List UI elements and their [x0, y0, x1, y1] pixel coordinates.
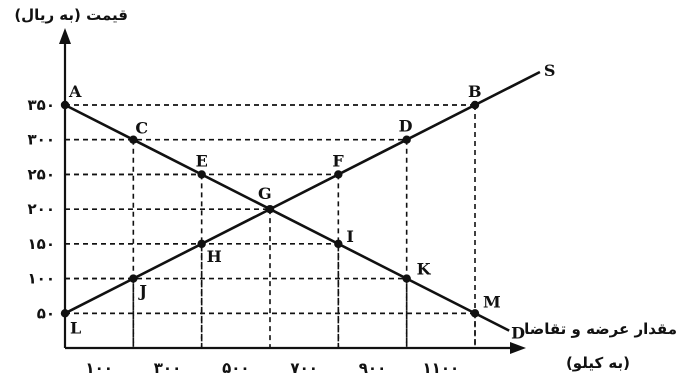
axes	[59, 28, 526, 354]
point-K	[402, 274, 411, 283]
x-tick-label: ۷۰۰	[290, 359, 317, 376]
curves: SD	[64, 61, 556, 343]
point-A	[60, 100, 70, 110]
x-tick-label: ۹۰۰	[359, 359, 386, 376]
point-G	[265, 204, 275, 214]
points: L J H G F D B A C E I K M	[60, 82, 501, 337]
y-tick-label: ۵۰	[37, 304, 55, 322]
point-label-I: I	[346, 227, 353, 246]
point-L	[60, 309, 70, 318]
point-B	[470, 100, 480, 110]
point-label-A: A	[68, 82, 82, 101]
x-axis-label-line1: مقدار عرضه و تقاضا	[524, 320, 677, 338]
x-tick-label: ۱۱۰۰	[423, 359, 460, 376]
point-label-M: M	[483, 292, 501, 311]
y-axis-label: قیمت (به ریال)	[14, 6, 128, 24]
point-label-F: F	[332, 151, 344, 170]
point-M	[470, 309, 480, 318]
y-axis-arrow-icon	[59, 28, 71, 44]
point-label-H: H	[207, 247, 222, 266]
curve-D	[64, 103, 510, 332]
point-label-E: E	[196, 151, 208, 170]
point-label-D: D	[399, 117, 413, 136]
y-tick-label: ۳۰۰	[28, 131, 55, 149]
point-H	[197, 239, 206, 249]
point-E	[197, 170, 206, 179]
x-tick-label: ۵۰۰	[222, 359, 249, 376]
tick-labels: ۵۰ ۱۰۰ ۱۵۰ ۲۰۰ ۲۵۰ ۳۰۰ ۳۵۰ ۱۰۰ ۳۰۰ ۵۰۰ ۷۰۰ ۹۰۰ ۱۱۰۰	[28, 96, 460, 376]
point-label-C: C	[135, 119, 148, 138]
y-tick-label: ۱۵۰	[28, 235, 55, 253]
x-tick-label: ۳۰۰	[154, 359, 181, 376]
point-label-J: J	[137, 282, 147, 301]
point-label-G: G	[258, 184, 272, 203]
point-I	[334, 239, 343, 249]
point-label-L: L	[70, 318, 81, 337]
y-tick-label: ۲۵۰	[28, 165, 55, 183]
x-axis-arrow-icon	[510, 342, 526, 354]
guide-lines	[65, 104, 476, 348]
point-C	[129, 135, 138, 144]
curve-S	[64, 70, 541, 315]
point-label-K: K	[417, 260, 432, 279]
y-tick-label: ۲۰۰	[28, 200, 55, 218]
point-F	[334, 170, 343, 179]
y-tick-label: ۱۰۰	[28, 270, 55, 288]
point-label-B: B	[468, 82, 482, 101]
curve-label-S: S	[544, 61, 556, 80]
x-tick-label: ۱۰۰	[85, 359, 112, 376]
y-tick-label: ۳۵۰	[28, 96, 55, 114]
x-axis-label-line2: (به کیلو)	[566, 354, 630, 372]
point-J	[129, 274, 138, 283]
point-D	[402, 135, 411, 144]
curve-label-D: D	[511, 324, 525, 343]
